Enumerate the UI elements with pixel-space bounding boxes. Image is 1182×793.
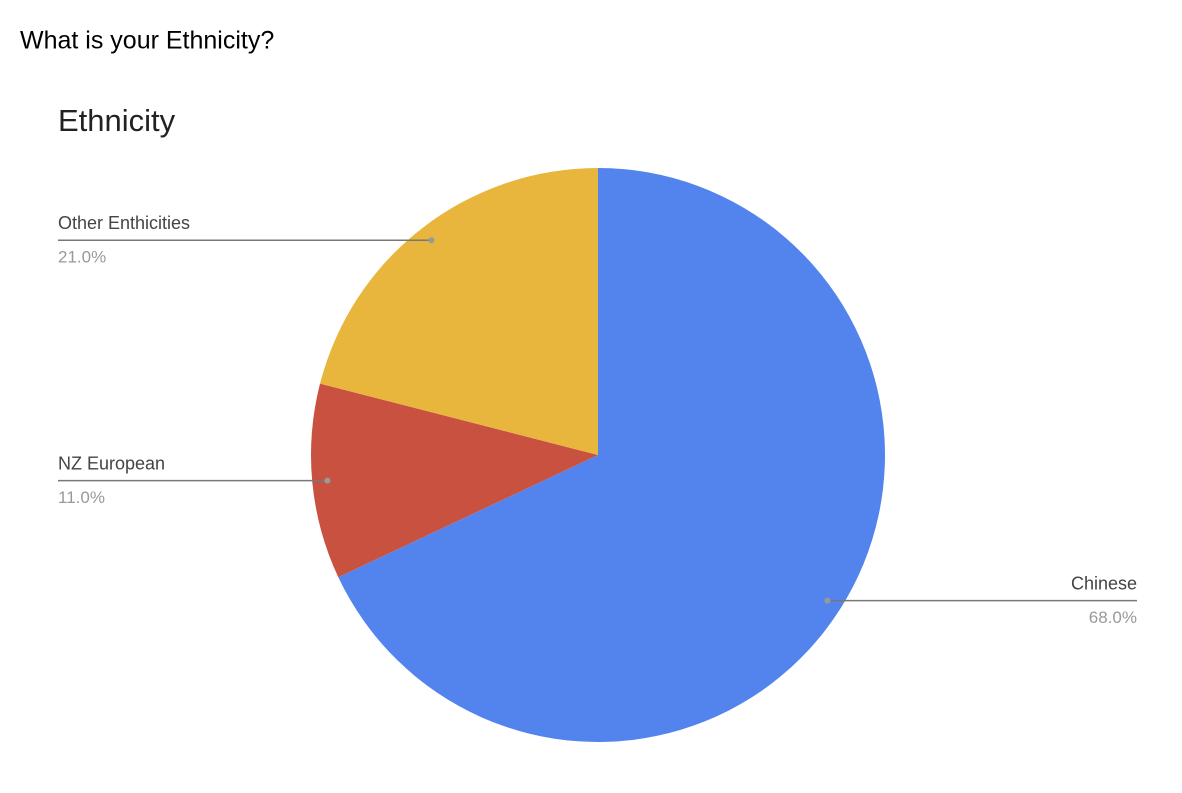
- slice-label: Chinese: [1071, 573, 1137, 593]
- question-heading: What is your Ethnicity?: [20, 27, 274, 55]
- pie-slice: [338, 168, 885, 742]
- chart-title: Ethnicity: [58, 103, 176, 138]
- slice-value-label: 11.0%: [58, 488, 105, 507]
- leader-dot: [428, 237, 435, 244]
- leader-dot: [824, 597, 831, 604]
- slice-label: Other Enthicities: [58, 213, 190, 233]
- slice-value-label: 68.0%: [1089, 608, 1137, 627]
- slice-value-label: 21.0%: [58, 248, 106, 267]
- slice-label: NZ European: [58, 453, 165, 473]
- pie-slice: [311, 383, 598, 578]
- leader-dot: [324, 477, 331, 484]
- pie-slice: [320, 168, 598, 455]
